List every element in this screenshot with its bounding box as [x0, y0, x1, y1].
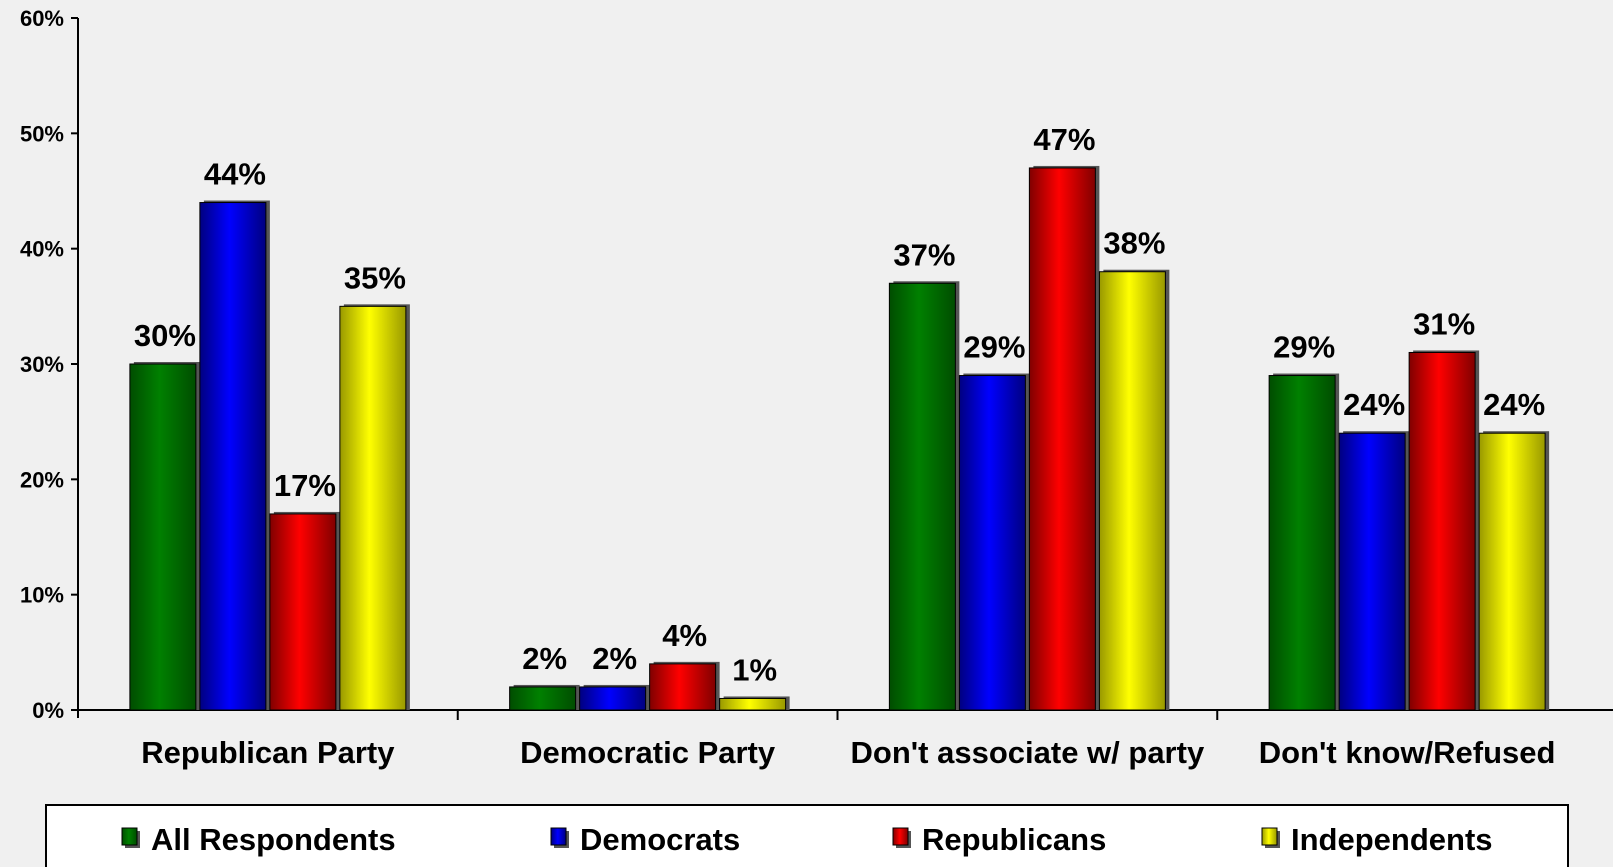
bars — [129, 165, 1550, 711]
bar-face — [1338, 432, 1406, 711]
bar-face — [129, 363, 197, 711]
legend-item-independents: Independents — [1261, 822, 1493, 857]
bar-face — [888, 282, 956, 711]
y-tick-label: 0% — [32, 698, 64, 723]
legend-swatch — [550, 827, 567, 846]
legend-label: Republicans — [922, 822, 1106, 857]
data-label-all-respondents-republican-party: 30% — [134, 318, 196, 353]
data-label-independents-don-t-know-refused: 24% — [1483, 387, 1545, 422]
legend-item-republicans: Republicans — [892, 822, 1106, 857]
bar-all-respondents-don-t-associate-w-party — [888, 281, 960, 711]
bar-democrats-democratic-party — [579, 684, 650, 711]
legend: All Respondents Democrats Republicans Indep… — [45, 804, 1569, 867]
legend-item-all-respondents: All Respondents — [121, 822, 396, 857]
data-label-democrats-don-t-know-refused: 24% — [1343, 387, 1405, 422]
data-label-republicans-don-t-associate-w-party: 47% — [1033, 122, 1095, 157]
legend-swatch — [121, 827, 138, 846]
bar-face — [1478, 432, 1546, 711]
legend-box — [45, 804, 1569, 867]
y-tick-label: 30% — [20, 352, 64, 377]
y-tick-label: 50% — [20, 121, 64, 146]
data-labels: 30%44%17%35%2% 2%4%1%37%29%47%38%29%24%31… — [134, 122, 1545, 688]
bar-face — [1098, 271, 1166, 711]
data-label-independents-republican-party: 35% — [344, 260, 406, 295]
bar-independents-democratic-party — [719, 696, 790, 711]
bar-all-respondents-don-t-know-refused — [1268, 373, 1340, 711]
bar-face — [579, 686, 647, 711]
bar-independents-republican-party — [339, 304, 410, 711]
category-label-republican-party: Republican Party — [141, 735, 395, 770]
bar-republicans-don-t-know-refused — [1408, 350, 1480, 711]
data-label-democrats-don-t-associate-w-party: 29% — [963, 330, 1025, 365]
y-tick-labels: 0% 10% 20% 30% 40% 50% 60% — [20, 6, 64, 723]
bar-face — [1408, 351, 1476, 711]
legend-label: All Respondents — [151, 822, 396, 857]
legend-label: Independents — [1291, 822, 1493, 857]
bar-face — [1028, 167, 1096, 711]
y-tick-label: 40% — [20, 237, 64, 262]
legend-label: Democrats — [580, 822, 740, 857]
category-labels: Republican Party Democratic Party Don't as… — [141, 735, 1555, 770]
bar-democrats-don-t-know-refused — [1338, 431, 1410, 711]
bar-republicans-don-t-associate-w-party — [1028, 165, 1100, 711]
bar-face — [199, 202, 267, 711]
data-label-independents-don-t-associate-w-party: 38% — [1103, 226, 1165, 261]
data-label-all-respondents-democratic-party: 2% — [522, 641, 567, 676]
data-label-republicans-republican-party: 17% — [274, 468, 336, 503]
bar-independents-don-t-know-refused — [1478, 431, 1550, 711]
bar-all-respondents-democratic-party — [509, 684, 580, 711]
legend-item-democrats: Democrats — [550, 822, 740, 857]
y-tick-label: 20% — [20, 467, 64, 492]
bar-face — [509, 686, 577, 711]
data-label-independents-democratic-party: 1% — [732, 652, 777, 687]
data-label-democrats-republican-party: 44% — [204, 157, 266, 192]
legend-swatch — [892, 827, 909, 846]
bar-republicans-democratic-party — [649, 661, 720, 711]
data-label-republicans-don-t-know-refused: 31% — [1413, 306, 1475, 341]
bar-all-respondents-republican-party — [129, 362, 200, 711]
y-tick-label: 60% — [20, 6, 64, 31]
bar-face — [719, 697, 787, 711]
category-label-democratic-party: Democratic Party — [520, 735, 776, 770]
bar-face — [1268, 375, 1336, 711]
y-tick-label: 10% — [20, 583, 64, 608]
bar-face — [958, 375, 1026, 711]
data-label-republicans-democratic-party: 4% — [662, 618, 707, 653]
bar-face — [649, 663, 717, 711]
data-label-all-respondents-don-t-associate-w-party: 37% — [893, 237, 955, 272]
bar-republicans-republican-party — [269, 511, 340, 711]
category-label-don-t-associate-w-party: Don't associate w/ party — [851, 735, 1205, 770]
category-label-don-t-know-refused: Don't know/Refused — [1259, 735, 1556, 770]
bar-face — [339, 305, 407, 711]
data-label-all-respondents-don-t-know-refused: 29% — [1273, 330, 1335, 365]
legend-swatch — [1261, 827, 1278, 846]
bar-face — [269, 513, 337, 711]
bar-independents-don-t-associate-w-party — [1098, 269, 1170, 711]
bar-democrats-don-t-associate-w-party — [958, 373, 1030, 711]
bar-democrats-republican-party — [199, 200, 270, 711]
data-label-democrats-democratic-party: 2% — [592, 641, 637, 676]
